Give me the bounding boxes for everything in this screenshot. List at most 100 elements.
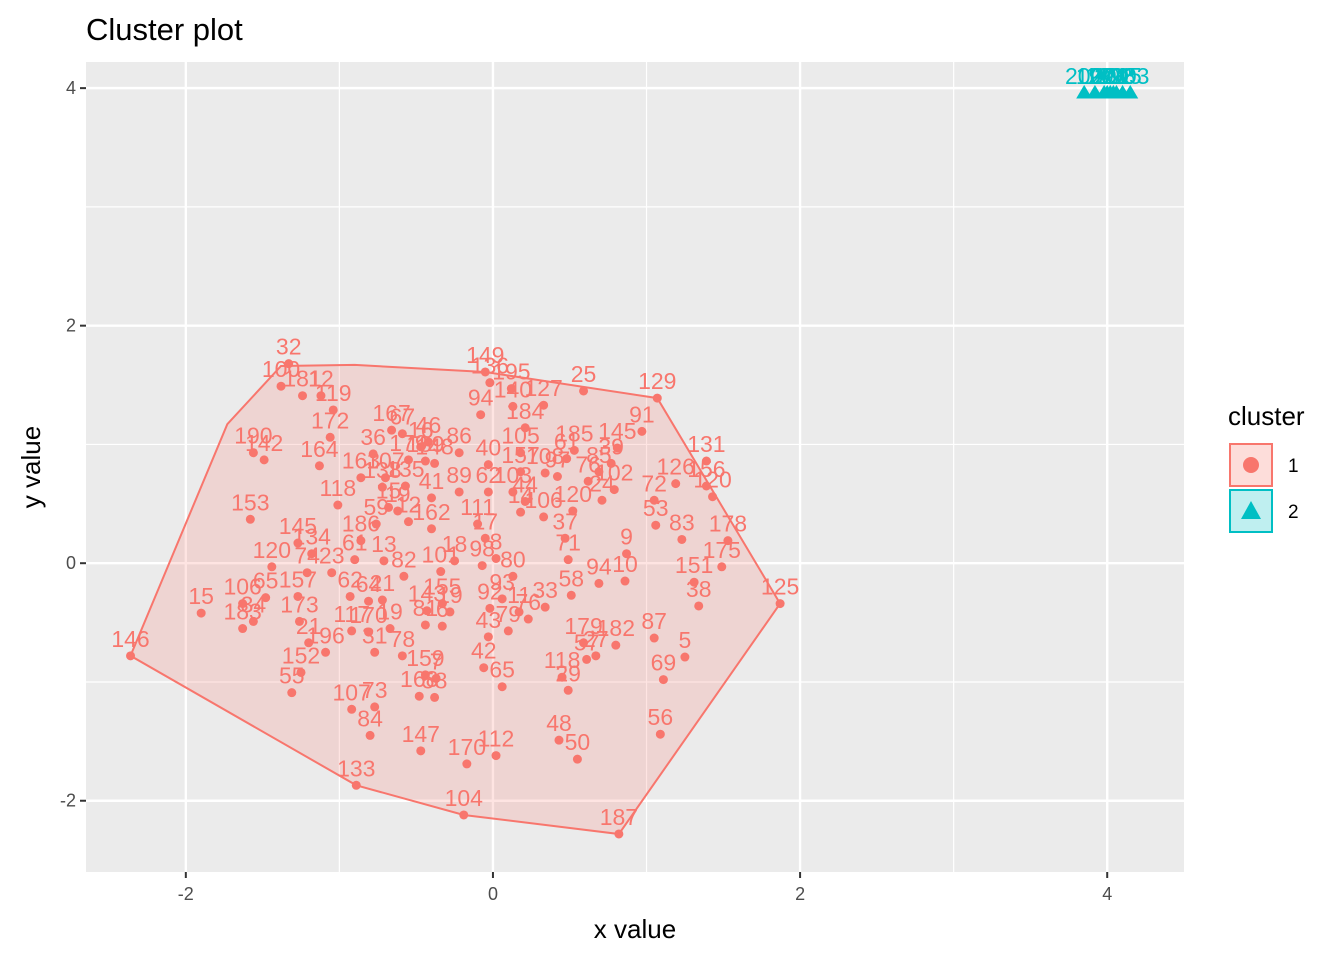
point-label: 120: [693, 467, 731, 493]
legend-marker-circle: [1243, 457, 1259, 473]
point-label: 197: [1076, 63, 1114, 89]
cluster-1-point: [689, 577, 699, 587]
cluster-1-point: [296, 667, 306, 677]
legend-marker-triangle: [1241, 501, 1261, 519]
point-label: 40: [476, 435, 502, 461]
cluster-1-point: [485, 603, 495, 613]
cluster-1-point: [393, 506, 403, 516]
point-label: 205: [1103, 63, 1141, 89]
cluster-1-point: [356, 536, 366, 546]
point-label: 86: [446, 423, 472, 449]
cluster-1-point: [516, 467, 526, 477]
point-label: 73: [362, 677, 388, 703]
y-axis-label: y value: [16, 426, 46, 508]
cluster-1-point: [480, 533, 490, 543]
cluster-1-point: [612, 443, 622, 453]
cluster-1-point: [568, 506, 578, 516]
cluster-1-point: [364, 596, 374, 606]
cluster-1-point: [649, 495, 659, 505]
point-label: 82: [391, 546, 417, 572]
point-label: 33: [532, 577, 558, 603]
cluster-1-point: [294, 616, 304, 626]
cluster-1-point: [614, 829, 624, 839]
cluster-1-point: [314, 461, 324, 471]
point-label: 179: [564, 613, 602, 639]
point-label: 107: [366, 448, 404, 474]
point-label: 19: [385, 481, 411, 507]
cluster-1-point: [333, 500, 343, 510]
cluster-1-point: [491, 553, 501, 563]
point-label: 91: [629, 401, 655, 427]
point-label: 202: [1094, 63, 1132, 89]
cluster-1-point: [450, 556, 460, 566]
point-label: 9: [620, 524, 633, 550]
cluster-1-point: [552, 472, 562, 482]
cluster-1-point: [423, 437, 433, 447]
cluster-1-point: [364, 627, 374, 637]
cluster-1-point: [480, 367, 490, 377]
legend: cluster 1 2: [1228, 401, 1305, 533]
cluster-1-point: [347, 626, 357, 636]
x-tick-label: -2: [178, 884, 194, 904]
point-label: 120: [554, 481, 592, 507]
cluster-1-point: [356, 473, 366, 483]
cluster-1-point: [370, 702, 380, 712]
cluster-1-point: [403, 455, 413, 465]
cluster-1-point: [579, 638, 589, 648]
point-label: 184: [506, 398, 545, 424]
point-label: 148: [415, 433, 453, 459]
point-label: 76: [575, 451, 601, 477]
point-label: 119: [315, 380, 352, 406]
cluster-1-point: [554, 735, 564, 745]
cluster-1-point: [560, 533, 570, 543]
point-label: 106: [524, 487, 562, 513]
cluster-1-point: [563, 685, 573, 695]
point-label: 143: [408, 581, 446, 607]
point-label: 62: [476, 462, 502, 488]
cluster-1-point: [655, 729, 665, 739]
point-label: 11: [507, 582, 531, 608]
cluster-1-point: [473, 519, 483, 529]
point-label: 58: [422, 667, 448, 693]
point-label: 74: [294, 543, 320, 569]
cluster-1-point: [497, 594, 507, 604]
point-label: 78: [390, 626, 416, 652]
cluster-1-point: [520, 496, 530, 506]
point-label: 67: [390, 404, 416, 430]
point-label: 94: [586, 553, 612, 579]
point-label: 173: [280, 591, 318, 617]
cluster-1-point: [539, 400, 549, 410]
point-label: 87: [641, 608, 667, 634]
point-label: 21: [296, 613, 322, 639]
cluster-1-point: [562, 454, 572, 464]
cluster-1-point: [508, 487, 518, 497]
point-label: 12: [396, 492, 422, 518]
point-label: 183: [223, 599, 261, 625]
point-label: 102: [595, 460, 633, 486]
cluster-1-point: [420, 670, 430, 680]
point-label: 185: [555, 420, 593, 446]
point-label: 190: [234, 423, 272, 449]
point-label: 168: [400, 666, 438, 692]
cluster-1-point: [637, 426, 647, 436]
point-label: 162: [412, 499, 450, 525]
cluster-1-point: [399, 571, 409, 581]
cluster-1-point: [609, 485, 619, 495]
cluster-1-point: [304, 638, 314, 648]
cluster-1-point: [431, 673, 441, 683]
point-label: 126: [657, 454, 695, 480]
point-label: 85: [586, 442, 612, 468]
point-label: 198: [1097, 63, 1135, 89]
point-label: 14: [508, 482, 534, 508]
cluster-2-point: [1105, 84, 1122, 99]
cluster-1-point: [328, 405, 338, 415]
point-label: 138: [363, 457, 401, 483]
y-tick-label: 2: [66, 316, 76, 336]
point-label: 7: [430, 648, 443, 674]
cluster-1-point: [701, 456, 711, 466]
cluster-1-point: [658, 675, 668, 685]
cluster-1-point: [276, 381, 286, 391]
cluster-1-point: [437, 621, 447, 631]
cluster-1-point: [316, 391, 326, 401]
